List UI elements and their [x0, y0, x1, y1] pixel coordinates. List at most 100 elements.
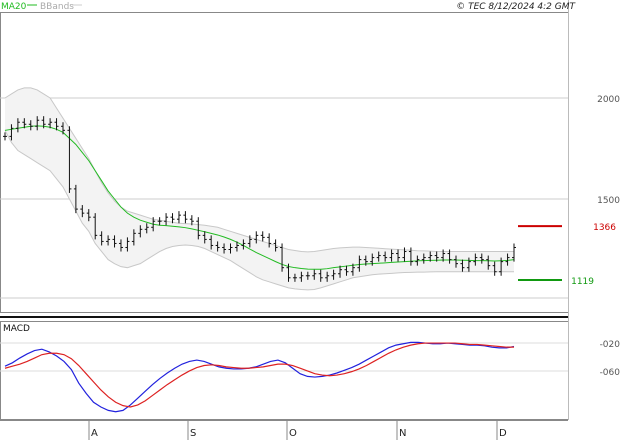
price-bar — [60, 122, 65, 135]
price-bar — [441, 249, 446, 262]
price-y-tick-label: 2000 — [597, 95, 620, 105]
price-bar — [15, 118, 20, 133]
price-bar — [408, 247, 413, 266]
price-bar — [254, 231, 259, 244]
price-bar — [125, 237, 130, 252]
price-bar — [292, 273, 297, 282]
ma20-legend-label: MA20 — [1, 2, 27, 12]
price-bar — [86, 209, 91, 222]
price-bar — [466, 257, 471, 272]
price-bar — [318, 269, 323, 282]
support-label: 1119 — [571, 277, 594, 287]
price-bar — [22, 118, 27, 129]
price-bar — [112, 235, 117, 248]
price-bar — [170, 213, 175, 224]
resistance-label: 1366 — [593, 223, 616, 233]
price-bar — [106, 235, 111, 246]
price-bar — [54, 118, 59, 131]
price-bar — [505, 253, 510, 266]
price-bar — [344, 265, 349, 276]
x-tick-label: O — [289, 428, 297, 439]
price-bar — [325, 271, 330, 282]
price-bar — [312, 269, 317, 280]
price-y-tick-labels: 2000 1500 — [597, 95, 620, 206]
price-bar — [338, 265, 343, 278]
price-bar — [376, 251, 381, 262]
price-bar — [118, 239, 123, 252]
price-bar — [267, 233, 272, 248]
price-bar — [486, 255, 491, 270]
price-bar — [99, 231, 104, 246]
price-bar — [305, 271, 310, 280]
price-bar — [273, 239, 278, 252]
price-bar — [331, 269, 336, 280]
bollinger-bands — [4, 87, 514, 291]
price-bar — [176, 211, 181, 224]
price-bar — [512, 243, 516, 262]
signal-line — [4, 342, 514, 408]
price-bar — [434, 251, 439, 262]
macd-y-tick-label: -060 — [600, 368, 621, 378]
price-bar — [389, 249, 394, 262]
macd-y-tick-label: -020 — [600, 340, 621, 350]
price-bar — [35, 116, 40, 131]
price-levels: 1366 1119 — [518, 223, 616, 287]
copyright-text: © TEC 8/12/2024 4:2 GMT — [456, 2, 576, 12]
x-tick-label: A — [91, 428, 98, 439]
price-bar — [228, 243, 233, 254]
price-bar — [460, 259, 465, 272]
price-bars — [3, 116, 516, 282]
price-bar — [151, 217, 156, 232]
x-tick-label: S — [190, 428, 196, 439]
price-bar — [202, 231, 207, 244]
price-bar — [363, 255, 368, 266]
price-bar — [67, 126, 72, 193]
price-bar — [144, 223, 149, 234]
price-bar — [350, 263, 355, 276]
price-bar — [41, 116, 46, 129]
price-bar — [421, 253, 426, 264]
price-bar — [357, 255, 362, 272]
bbands-legend-label: BBands — [40, 2, 74, 12]
price-bar — [138, 225, 143, 238]
price-bar — [183, 211, 188, 224]
ma20-polyline — [4, 125, 515, 270]
price-bar — [447, 249, 452, 264]
price-bar — [370, 253, 375, 266]
price-bar — [80, 205, 85, 218]
price-bar — [286, 263, 291, 282]
price-bar — [222, 243, 227, 254]
price-bar — [383, 251, 388, 262]
price-bar — [209, 235, 214, 250]
price-bar — [234, 241, 239, 252]
price-bar — [157, 217, 162, 226]
price-bar — [48, 118, 53, 129]
price-bar — [164, 213, 169, 226]
price-bar — [473, 253, 478, 266]
price-bar — [428, 251, 433, 262]
price-bar — [131, 229, 136, 246]
price-bar — [402, 247, 407, 262]
bbands-fill — [5, 87, 514, 290]
price-bar — [280, 243, 285, 272]
price-bar — [241, 239, 246, 250]
macd-gridlines — [0, 342, 568, 372]
price-bar — [9, 124, 14, 141]
price-bar — [260, 231, 265, 242]
ma20-line — [4, 125, 515, 270]
price-bar — [299, 271, 304, 282]
bbands-upper-line — [4, 87, 514, 253]
price-bar — [415, 255, 420, 266]
price-bar — [396, 249, 401, 262]
macd-lines — [4, 341, 515, 413]
price-bar — [492, 261, 497, 276]
price-bar — [454, 255, 459, 268]
bbands-lower-line — [4, 130, 514, 291]
price-bar — [28, 120, 33, 131]
macd-y-tick-labels: -020 -060 — [600, 340, 621, 378]
macd-panel-title: MACD — [3, 324, 30, 334]
x-tick-label: N — [399, 428, 406, 439]
x-tick-label: D — [499, 428, 507, 439]
